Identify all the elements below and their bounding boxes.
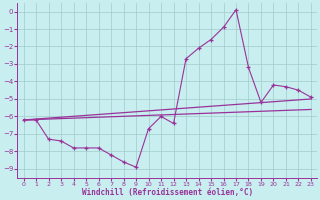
- X-axis label: Windchill (Refroidissement éolien,°C): Windchill (Refroidissement éolien,°C): [82, 188, 253, 197]
